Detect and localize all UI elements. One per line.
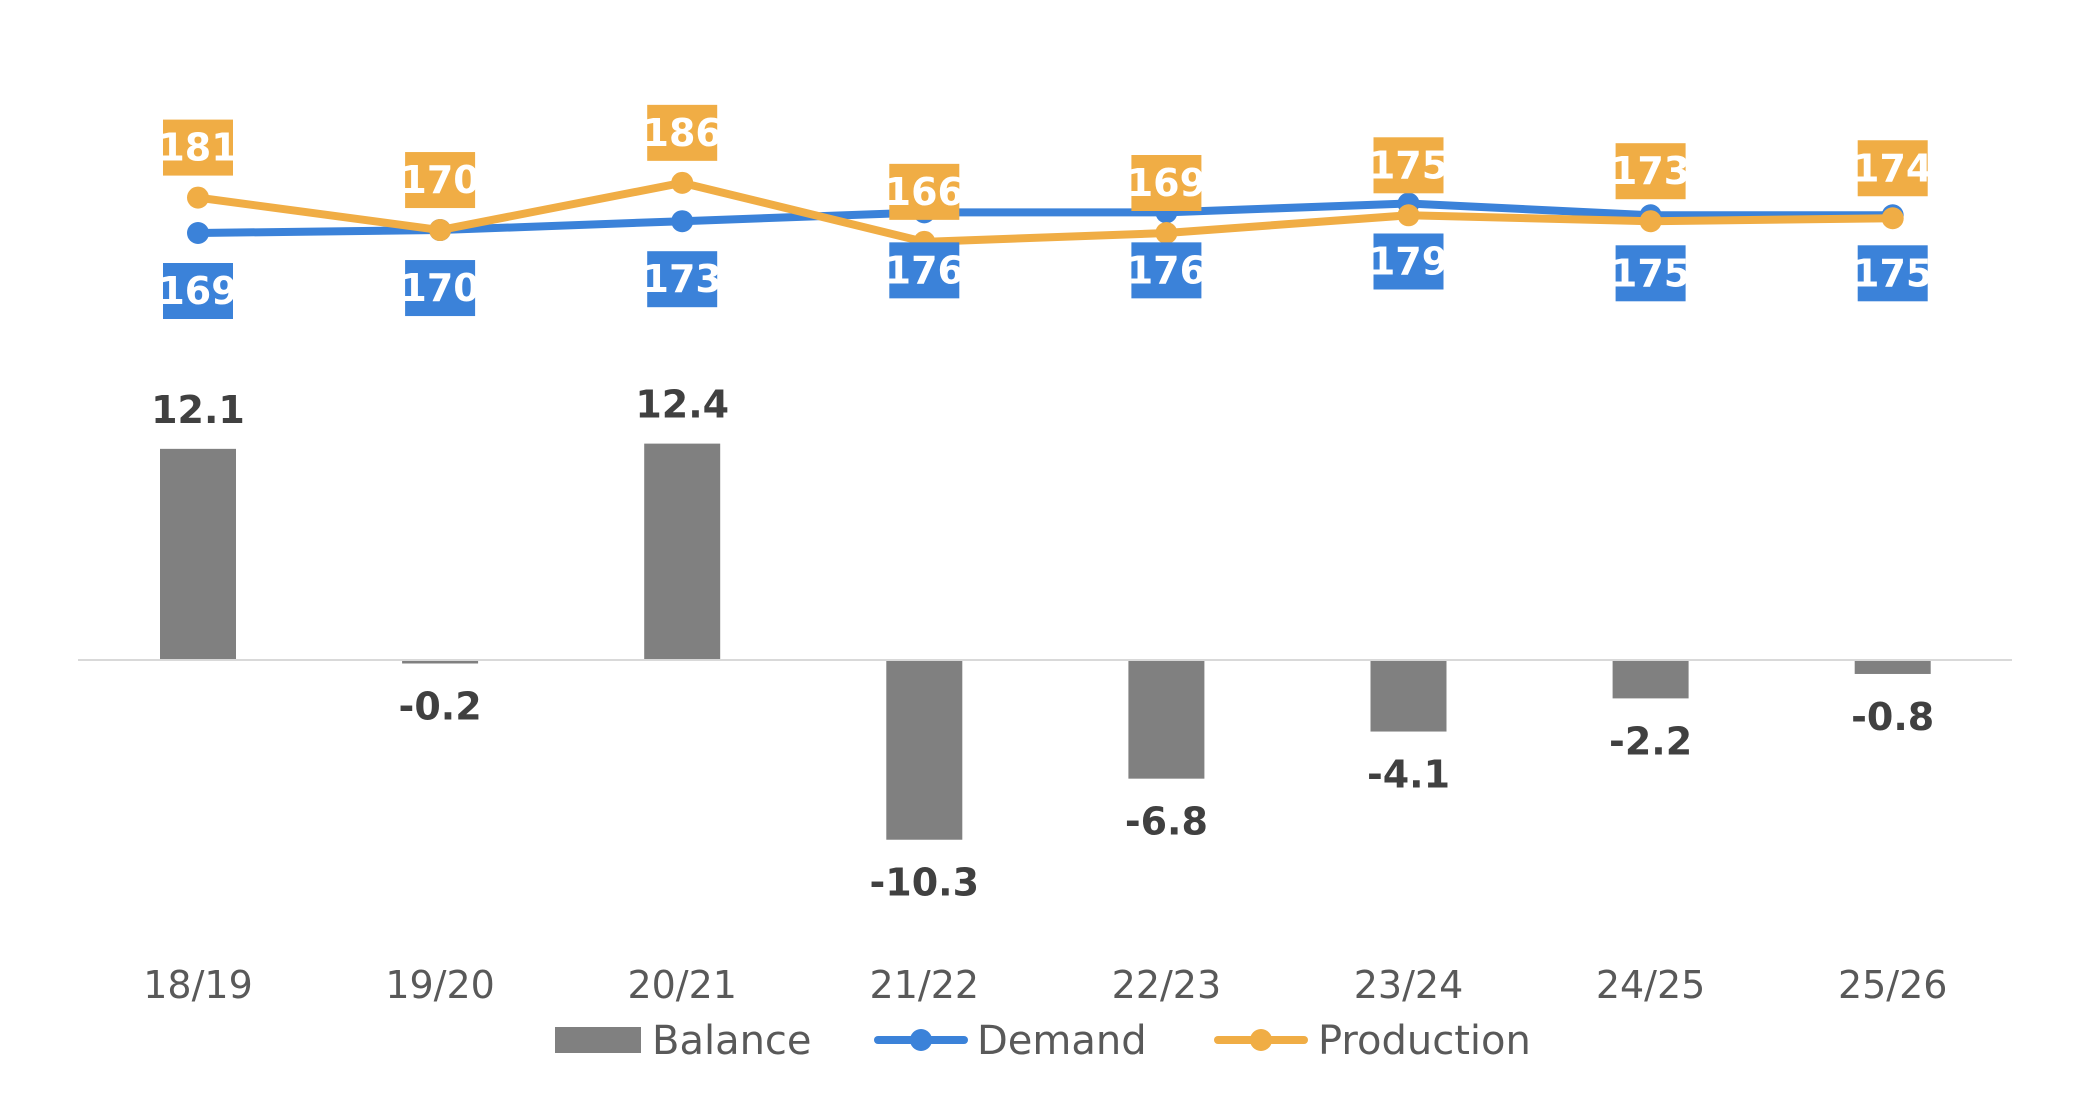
production-label-25/26: 174 <box>1853 140 1932 197</box>
demand-label-box <box>647 251 718 308</box>
production-label-box <box>1131 155 1202 211</box>
x-tick-19/20: 19/20 <box>385 963 495 1007</box>
balance-bars <box>160 443 1931 840</box>
production-marker-20/21 <box>671 171 694 194</box>
production-label-19/20: 170 <box>400 152 480 209</box>
production-label-box <box>1857 140 1928 197</box>
x-tick-25/26: 25/26 <box>1838 963 1948 1007</box>
balance-bar-24/25 <box>1612 660 1689 699</box>
production-label-box <box>1615 143 1686 200</box>
production-label-24/25: 173 <box>1611 143 1690 200</box>
demand-label-22/23: 176 <box>1127 242 1206 299</box>
x-tick-21/22: 21/22 <box>870 963 980 1007</box>
demand-label-text: 173 <box>643 257 722 301</box>
production-marker-25/26 <box>1881 207 1904 230</box>
production-label-text: 173 <box>1611 149 1690 193</box>
demand-label-19/20: 170 <box>400 260 480 317</box>
balance-bar-22/23 <box>1128 660 1205 779</box>
demand-label-box <box>889 242 960 299</box>
balance-label-22/23: -6.8 <box>1125 800 1208 844</box>
production-label-box <box>1373 137 1444 194</box>
legend-item-production: Production <box>1214 1018 1531 1064</box>
demand-label-25/26: 175 <box>1853 245 1932 302</box>
x-tick-18/19: 18/19 <box>143 963 253 1007</box>
demand-label-24/25: 175 <box>1611 245 1690 302</box>
legend-item-balance: Balance <box>555 1018 812 1064</box>
production-label-box <box>405 152 476 209</box>
balance-label-21/22: -10.3 <box>870 861 980 905</box>
balance-label-23/24: -4.1 <box>1367 753 1450 797</box>
demand-label-box <box>1131 242 1202 299</box>
balance-data-labels: 12.1 -0.2 12.4 -10.3 -6.8 -4.1 -2.2 -0.8 <box>151 383 1934 905</box>
demand-label-text: 175 <box>1853 251 1932 295</box>
balance-label-19/20: -0.2 <box>399 684 482 728</box>
production-label-box <box>889 163 960 220</box>
demand-label-text: 179 <box>1369 240 1448 284</box>
balance-bar-25/26 <box>1854 660 1931 674</box>
balance-bar-21/22 <box>886 660 963 840</box>
production-label-text: 175 <box>1369 143 1448 187</box>
production-label-text: 170 <box>400 158 479 202</box>
production-marker-24/25 <box>1639 210 1662 233</box>
balance-bar-19/20 <box>402 660 479 664</box>
x-tick-labels: 18/19 19/20 20/21 21/22 22/23 23/24 24/25 25/26 <box>143 963 1947 1007</box>
production-label-box <box>163 119 233 176</box>
legend-item-demand: Demand <box>874 1018 1147 1064</box>
production-marker-22/23 <box>1155 222 1178 244</box>
production-label-21/22: 166 <box>885 163 964 220</box>
balance-bar-18/19 <box>160 448 236 660</box>
balance-label-18/19: 12.1 <box>151 388 245 432</box>
x-tick-23/24: 23/24 <box>1354 963 1464 1007</box>
production-label-22/23: 169 <box>1127 155 1206 211</box>
production-label-text: 166 <box>885 170 964 214</box>
demand-label-20/21: 173 <box>643 251 722 308</box>
balance-bar-20/21 <box>644 443 721 660</box>
demand-label-23/24: 179 <box>1369 233 1448 290</box>
demand-label-box <box>405 260 476 317</box>
legend-label-demand: Demand <box>977 1018 1147 1064</box>
demand-marker-18/19 <box>187 222 209 244</box>
x-tick-24/25: 24/25 <box>1596 963 1706 1007</box>
balance-label-25/26: -0.8 <box>1851 695 1934 739</box>
production-label-20/21: 186 <box>643 104 722 161</box>
demand-label-text: 169 <box>158 269 237 313</box>
demand-label-text: 176 <box>885 248 964 292</box>
demand-line <box>194 199 1897 237</box>
x-tick-20/21: 20/21 <box>627 963 737 1007</box>
balance-bar-23/24 <box>1370 660 1447 732</box>
demand-label-text: 170 <box>400 266 479 310</box>
production-label-box <box>647 104 718 161</box>
demand-label-box <box>1615 245 1686 302</box>
line-data-labels: 169 170 173 176 176 179 175 175 181 170 186 166 169 1… <box>158 104 1932 319</box>
demand-label-box <box>163 263 233 319</box>
production-label-text: 181 <box>158 126 237 170</box>
demand-label-18/19: 169 <box>158 263 238 319</box>
production-marker-23/24 <box>1397 204 1420 227</box>
production-label-text: 169 <box>1127 161 1206 205</box>
x-tick-22/23: 22/23 <box>1112 963 1222 1007</box>
legend-label-balance: Balance <box>652 1018 812 1064</box>
demand-label-box <box>1373 233 1444 290</box>
balance-label-20/21: 12.4 <box>635 383 729 427</box>
production-label-18/19: 181 <box>158 119 238 176</box>
legend-swatch-balance <box>555 1027 641 1053</box>
production-label-text: 174 <box>1853 146 1932 190</box>
legend-label-production: Production <box>1318 1018 1531 1064</box>
legend-marker-demand <box>910 1029 932 1051</box>
production-label-text: 186 <box>643 111 722 155</box>
legend: Balance Demand Production <box>555 1018 1531 1064</box>
demand-label-text: 176 <box>1127 248 1206 292</box>
production-line <box>194 178 1897 246</box>
demand-label-text: 175 <box>1611 251 1690 295</box>
demand-marker-20/21 <box>671 210 694 233</box>
production-label-23/24: 175 <box>1369 137 1448 194</box>
demand-label-21/22: 176 <box>885 242 964 299</box>
balance-label-24/25: -2.2 <box>1609 719 1692 763</box>
production-marker-18/19 <box>187 186 209 209</box>
production-marker-19/20 <box>429 219 452 242</box>
demand-label-box <box>1857 245 1928 302</box>
legend-marker-production <box>1250 1029 1272 1051</box>
